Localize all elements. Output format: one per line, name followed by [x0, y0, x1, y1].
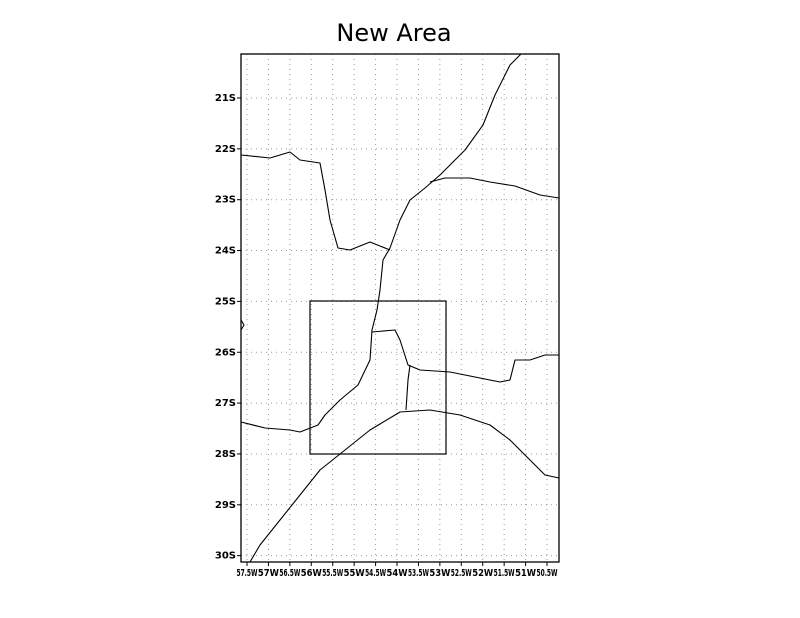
lon-label: 54.5W: [365, 568, 386, 579]
boundary: [429, 177, 560, 199]
lat-label: 23S: [215, 195, 236, 206]
lon-label: 51.5W: [494, 568, 515, 579]
selected-area-box: [309, 300, 447, 455]
lon-label: 54W: [387, 568, 408, 579]
lon-label: 53.5W: [408, 568, 429, 579]
lat-label: 28S: [215, 449, 236, 460]
boundary: [240, 53, 522, 433]
lat-label: 25S: [215, 296, 236, 307]
boundary: [371, 329, 559, 383]
boundary: [405, 364, 411, 411]
lat-label: 27S: [215, 398, 236, 409]
lat-label: 24S: [215, 246, 236, 257]
lon-label: 53W: [429, 568, 450, 579]
boundary: [240, 319, 245, 331]
lat-label: 26S: [215, 347, 236, 358]
lon-label: 52W: [472, 568, 493, 579]
lon-label: 52.5W: [451, 568, 472, 579]
lon-label: 56.5W: [279, 568, 300, 579]
lat-label: 21S: [215, 93, 236, 104]
lon-label: 57.5W: [237, 568, 258, 579]
map-frame: [240, 53, 560, 563]
lon-label: 55W: [344, 568, 365, 579]
boundaries: [240, 53, 560, 563]
lon-label: 51W: [515, 568, 536, 579]
boundary: [240, 151, 391, 251]
grid: [241, 54, 559, 562]
lat-label: 22S: [215, 144, 236, 155]
lat-label: 30S: [215, 551, 236, 562]
lat-label: 29S: [215, 500, 236, 511]
lon-label: 56W: [301, 568, 322, 579]
map-title: New Area: [336, 19, 451, 47]
lon-label: 55.5W: [322, 568, 343, 579]
boundary: [249, 409, 560, 563]
lon-label: 57W: [258, 568, 279, 579]
lon-label: 50.5W: [537, 568, 558, 579]
